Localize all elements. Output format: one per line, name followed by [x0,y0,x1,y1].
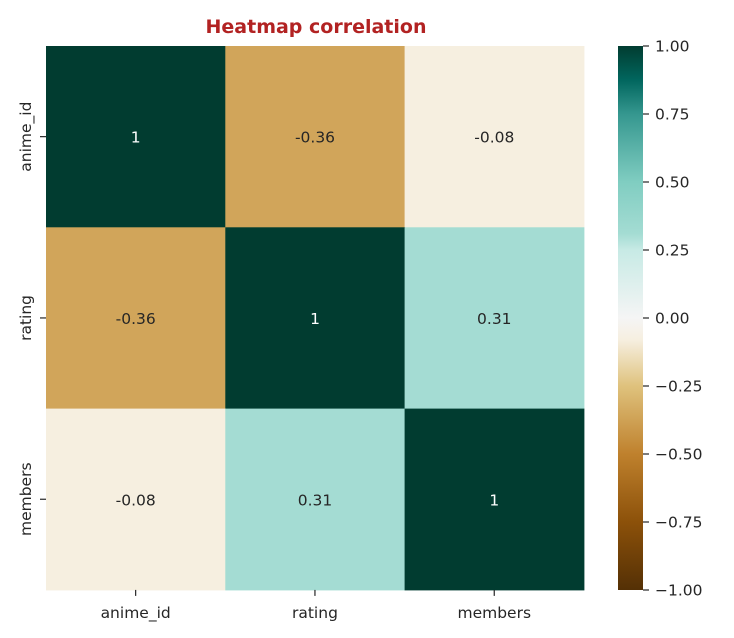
colorbar: 1.00 0.75 0.50 0.25 0.00 −0.25 −0.50 −0.75 −1.00 [618,38,703,600]
heatmap-cell [225,408,406,591]
cell-annotation: 1 [131,129,141,147]
heatmap-cell [46,46,226,228]
heatmap-cell [404,46,585,228]
colorbar-tick-label: 0.25 [655,242,690,260]
x-tick-label: rating [292,604,338,622]
colorbar-ticks: 1.00 0.75 0.50 0.25 0.00 −0.25 −0.50 −0.75 −1.00 [643,38,703,600]
colorbar-tick-label: 1.00 [655,38,690,56]
cell-annotation: 0.31 [477,310,512,328]
colorbar-tick-label: 0.75 [655,106,690,124]
colorbar-tick-label: −0.25 [655,378,703,396]
heatmap-cell [46,408,226,591]
heatmap-cell [404,227,585,410]
cell-annotation: -0.36 [295,129,335,147]
cell-annotation: -0.36 [116,310,156,328]
colorbar-tick-label: −1.00 [655,582,703,600]
y-tick-label: members [17,462,35,536]
colorbar-tick-label: 0.50 [655,174,690,192]
heatmap-cell [225,227,406,410]
heatmap-cell [404,408,585,591]
heatmap-cell [46,227,226,410]
cell-annotation: 1 [310,310,320,328]
heatmap-cell [225,46,406,228]
colorbar-gradient [618,46,643,590]
y-tick-label: anime_id [17,102,36,172]
cell-annotation: 0.31 [298,491,333,509]
heatmap-cells: 1 -0.36 -0.08 -0.36 1 0.31 -0.08 0.31 1 [46,46,585,591]
cell-annotation: 1 [489,491,499,509]
cell-annotation: -0.08 [474,129,514,147]
x-tick-label: members [457,604,531,622]
y-tick-label: rating [17,295,35,341]
colorbar-tick-label: 0.00 [655,310,690,328]
cell-annotation: -0.08 [116,491,156,509]
colorbar-tick-label: −0.75 [655,514,703,532]
x-tick-label: anime_id [101,604,171,623]
x-axis-ticks: anime_id rating members [101,589,531,623]
colorbar-tick-label: −0.50 [655,446,703,464]
chart-title: Heatmap correlation [206,16,427,38]
